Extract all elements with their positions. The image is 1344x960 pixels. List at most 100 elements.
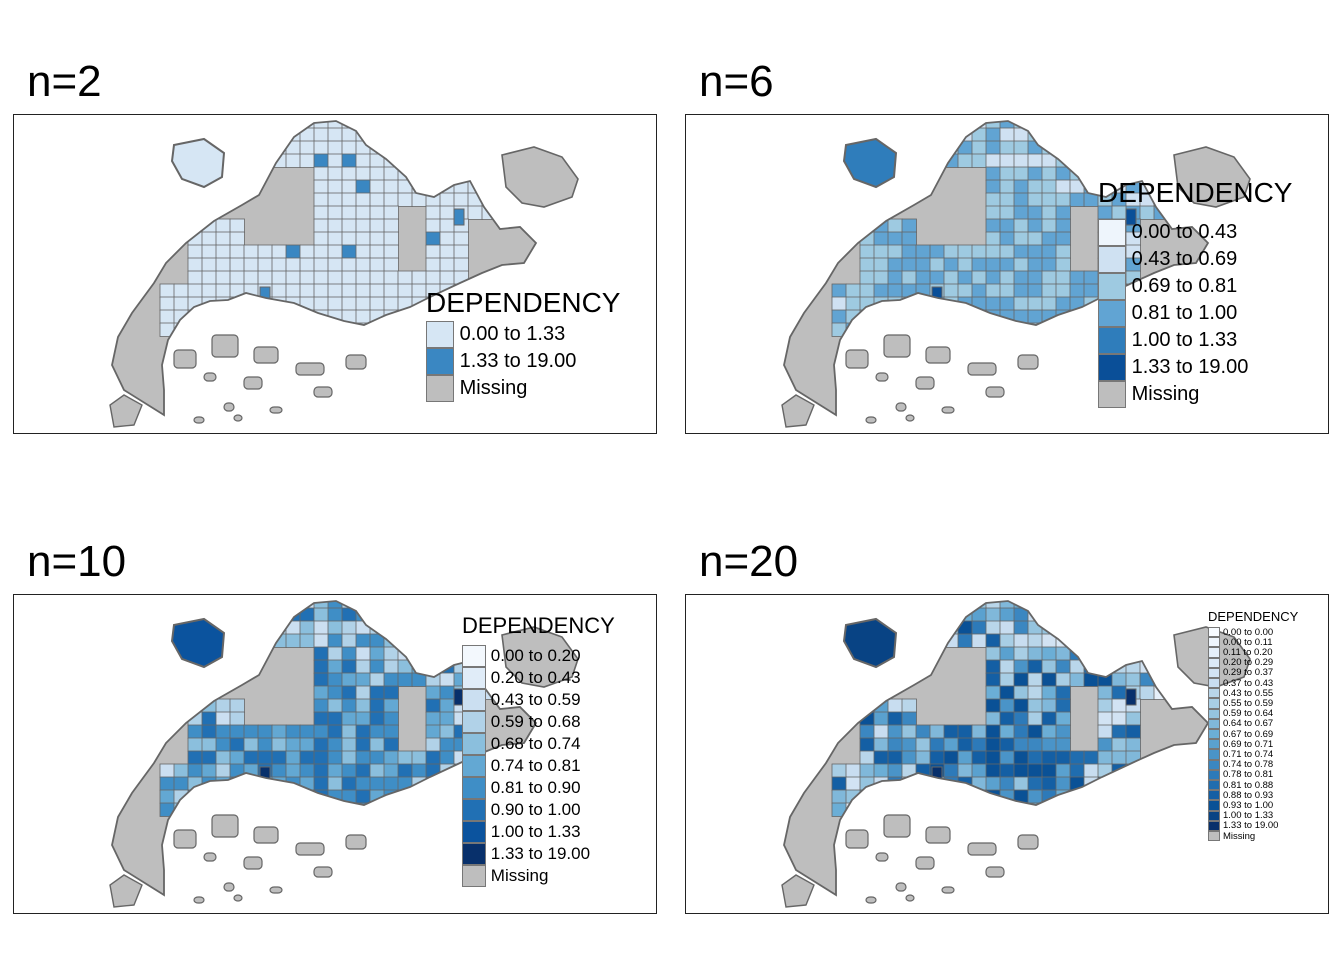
legend-item: 1.33 to 19.00 [1098, 354, 1248, 381]
small-island [253, 346, 279, 364]
legend-swatch [1208, 718, 1220, 729]
legend-swatch [1208, 688, 1220, 699]
legend-item: 0.69 to 0.81 [1098, 273, 1237, 300]
legend-item: 0.68 to 0.74 [462, 733, 581, 755]
legend-swatch [1208, 820, 1220, 831]
island-pulau-ubin [501, 626, 579, 688]
small-island [295, 842, 325, 856]
legend-swatch [426, 321, 454, 348]
legend-swatch [462, 645, 486, 667]
small-island [875, 372, 889, 382]
legend-item: 0.20 to 0.43 [462, 667, 581, 689]
small-island [211, 334, 239, 358]
legend-item: 0.00 to 0.20 [462, 645, 581, 667]
legend-label: 0.00 to 0.43 [1131, 221, 1238, 243]
legend-swatch [1098, 273, 1126, 300]
legend-label: 0.00 to 0.11 [1223, 636, 1273, 648]
legend-swatch [1098, 300, 1126, 327]
legend-label: 1.00 to 1.33 [1223, 810, 1274, 822]
legend-item: 0.29 to 0.37 [1208, 667, 1273, 678]
legend-swatch [1208, 708, 1220, 719]
legend-label: Missing [490, 866, 549, 885]
small-island [203, 852, 217, 862]
legend-item: 0.78 to 0.81 [1208, 769, 1273, 780]
island-west [109, 394, 143, 428]
legend-swatch [462, 777, 486, 799]
small-island [895, 402, 907, 412]
small-island [345, 354, 367, 370]
legend-label: 0.43 to 0.59 [490, 690, 581, 709]
small-island [967, 842, 997, 856]
small-island [211, 814, 239, 838]
legend-item: 0.37 to 0.43 [1208, 677, 1274, 689]
legend-label: 0.81 to 0.90 [490, 778, 581, 797]
legend-label: 0.00 to 0.00 [1223, 626, 1274, 638]
legend-title: DEPENDENCY [1208, 609, 1299, 624]
legend-swatch [1098, 327, 1126, 354]
small-island [193, 416, 205, 424]
legend-label: 0.69 to 0.81 [1131, 275, 1238, 297]
small-island [883, 814, 911, 838]
legend-item: 1.00 to 1.33 [462, 821, 581, 843]
small-island [883, 334, 911, 358]
legend-swatch [462, 843, 486, 865]
legend-title: DEPENDENCY [426, 287, 621, 318]
legend-swatch [1208, 647, 1220, 658]
legend-swatch [1208, 759, 1220, 770]
legend-label: 0.37 to 0.43 [1223, 677, 1274, 689]
legend-item: 1.33 to 19.00 [426, 348, 576, 375]
small-island [915, 856, 935, 870]
legend-item: 1.00 to 1.33 [1098, 327, 1237, 354]
legend-swatch [1208, 729, 1220, 740]
legend-label: 1.00 to 1.33 [490, 822, 581, 841]
legend-item: 0.00 to 1.33 [426, 321, 565, 348]
small-island [865, 416, 877, 424]
legend-item: Missing [1208, 830, 1256, 842]
legend-label: 1.33 to 19.00 [459, 350, 577, 372]
small-island [345, 834, 367, 850]
legend-label: 0.20 to 0.43 [490, 668, 581, 687]
legend-swatch [426, 348, 454, 375]
legend-swatch [462, 865, 486, 887]
legend-item: 0.81 to 0.90 [462, 777, 581, 799]
small-island [233, 894, 243, 902]
legend-item: Missing [426, 375, 527, 402]
small-island [203, 372, 217, 382]
legend-swatch [1208, 627, 1220, 638]
small-island [313, 866, 333, 878]
legend-swatch [1208, 678, 1220, 689]
map-frame-n6: DEPENDENCY 0.00 to 0.43 0.43 to 0.69 0.69 t… [685, 114, 1329, 434]
legend-swatch [1208, 780, 1220, 791]
small-island [243, 856, 263, 870]
legend-label: 0.20 to 0.29 [1223, 657, 1274, 669]
legend-label: 1.33 to 19.00 [1223, 820, 1279, 832]
legend-swatch [462, 667, 486, 689]
island-pulau-ubin [501, 146, 579, 208]
legend-label: 0.81 to 1.00 [1131, 302, 1238, 324]
legend-item: 0.88 to 0.93 [1208, 790, 1273, 801]
legend-swatch [1208, 657, 1220, 668]
legend-item: 0.11 to 0.20 [1208, 647, 1272, 658]
small-island [223, 402, 235, 412]
legend-swatch [462, 711, 486, 733]
small-island [865, 896, 877, 904]
legend-label: 0.64 to 0.67 [1223, 718, 1274, 730]
legend-item: 0.67 to 0.69 [1208, 729, 1273, 740]
legend-label: 0.68 to 0.74 [490, 734, 581, 753]
legend-item: 0.69 to 0.71 [1208, 739, 1273, 750]
legend-label: 0.59 to 0.64 [1223, 708, 1274, 720]
legend-swatch [1208, 698, 1220, 709]
small-island [313, 386, 333, 398]
legend-label: 0.00 to 1.33 [459, 323, 566, 345]
island-west [781, 874, 815, 908]
legend-swatch [462, 821, 486, 843]
legend-item: Missing [1098, 381, 1199, 408]
legend-swatch [426, 375, 454, 402]
legend-label: 0.43 to 0.69 [1131, 248, 1238, 270]
legend-label: 0.59 to 0.68 [490, 712, 581, 731]
small-island [173, 829, 197, 849]
small-island [223, 882, 235, 892]
small-island [269, 406, 283, 414]
legend-label: Missing [1223, 830, 1256, 842]
legend-label: 0.90 to 1.00 [490, 800, 581, 819]
